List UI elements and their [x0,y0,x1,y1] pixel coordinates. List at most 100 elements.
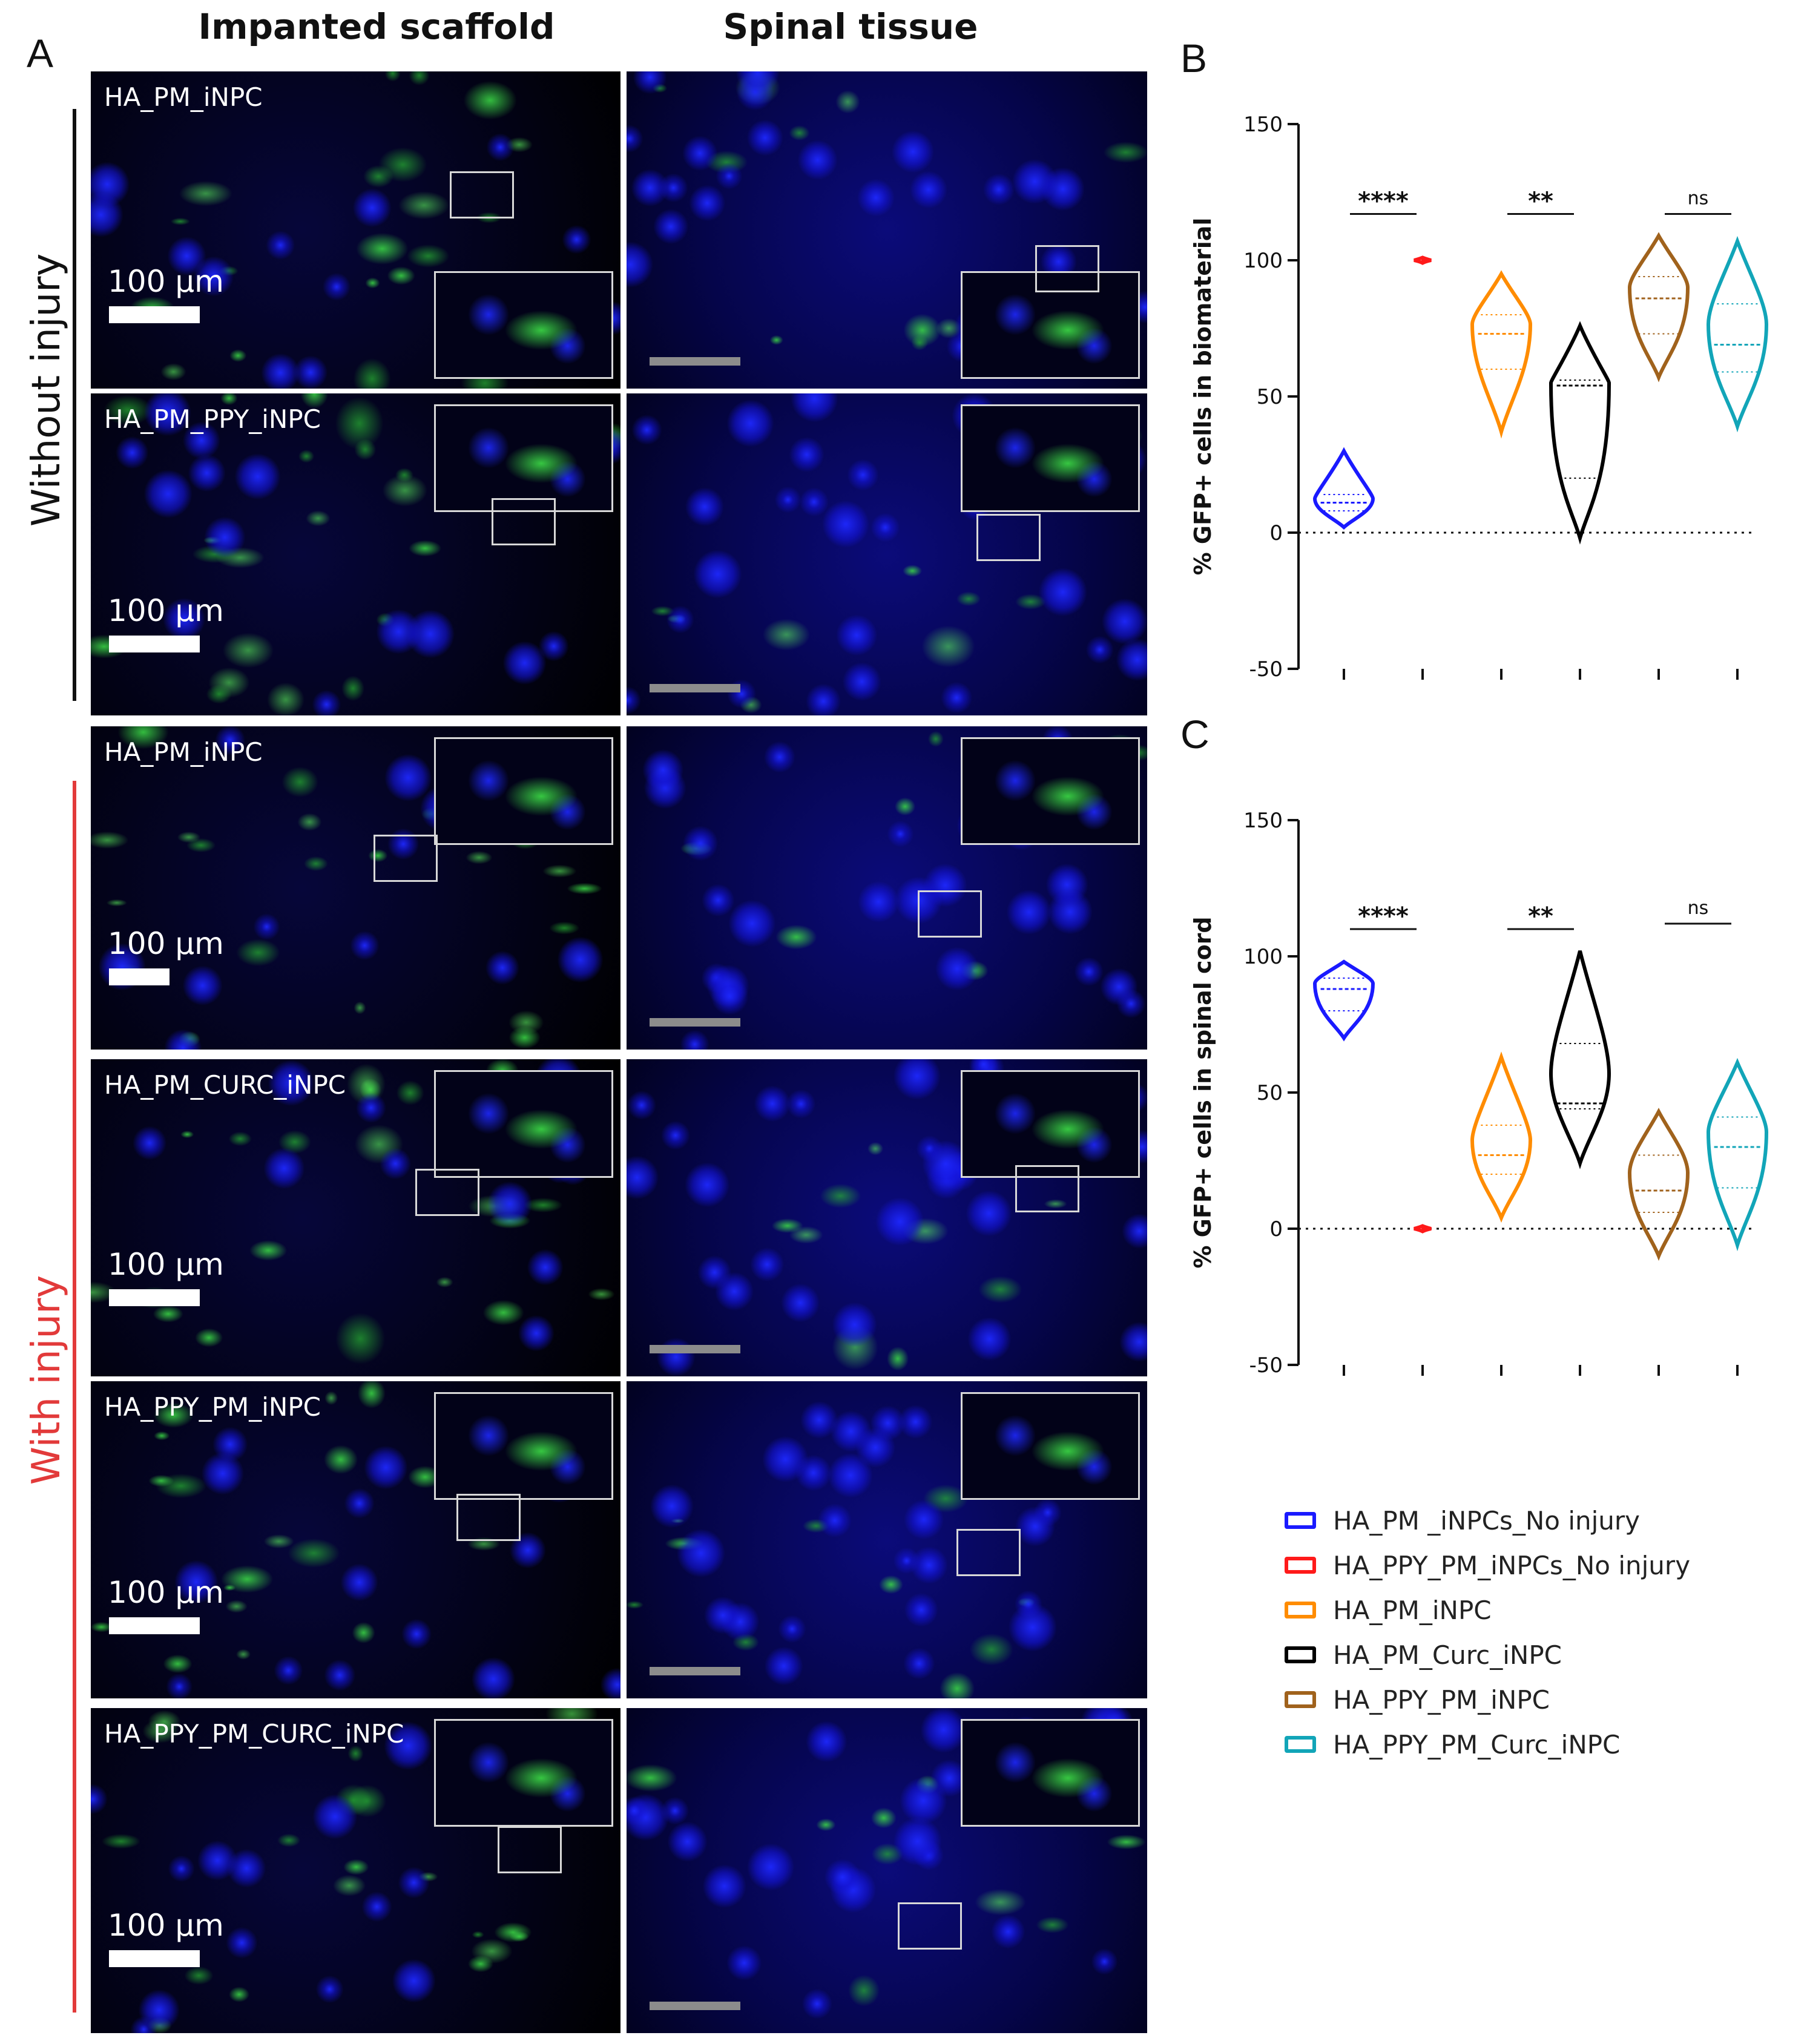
with-injury-bracket [73,781,76,2013]
scale-bar [109,636,200,652]
scale-bar [650,357,740,366]
panel-label-a: A [27,31,54,76]
scale-bar [109,968,170,985]
legend-item: HA_PM _iNPCs_No injury [1285,1502,1640,1539]
significance-label-3: ns [1688,898,1709,919]
y-tick-label: 150 [1243,809,1283,833]
column-header-implanted-scaffold: Impanted scaffold [198,6,555,47]
sample-caption: HA_PM_PPY_iNPC [104,404,321,434]
zoom-inset [961,1719,1140,1827]
significance-label-3: ns [1688,188,1709,209]
selection-box [491,498,556,545]
sample-caption: HA_PPY_PM_iNPC [104,1392,321,1422]
selection-box [1015,1165,1079,1213]
violin-chart-spinal-cord: -50 0 50 100 150 % GFP+ cells in spinal cord *… [1190,809,1769,1378]
legend-swatch [1285,1736,1316,1753]
violin-6 [1706,235,1769,433]
selection-box [1035,245,1099,292]
significance-label-1: **** [1358,902,1409,930]
y-tick-label: -50 [1249,1353,1283,1378]
micro-panel-row6-tissue [627,1708,1147,2033]
selection-box [497,1826,562,1874]
y-tick-label: 0 [1269,1217,1283,1241]
micro-panel-row5-tissue [627,1381,1147,1698]
legend-swatch [1285,1512,1316,1529]
scale-bar [650,1345,740,1353]
micro-panel-row6-scaffold: HA_PPY_PM_CURC_iNPC 100 µm [91,1708,620,2033]
legend-label: HA_PM_Curc_iNPC [1333,1640,1562,1670]
panel-label-b: B [1180,36,1208,81]
zoom-inset [961,271,1140,379]
scale-bar [650,1667,740,1675]
violin-6 [1706,1057,1769,1252]
scale-bar-label: 100 µm [108,264,224,299]
legend-item: HA_PPY_PM_Curc_iNPC [1285,1726,1620,1763]
significance-label-1: **** [1358,188,1409,215]
selection-box [450,171,515,219]
legend-swatch [1285,1602,1316,1618]
column-header-spinal-tissue: Spinal tissue [723,6,978,47]
micro-panel-row2-tissue [627,393,1147,715]
significance-label-2: ** [1528,902,1553,930]
legend-label: HA_PM_iNPC [1333,1595,1492,1625]
selection-box [415,1168,479,1216]
sample-caption: HA_PM_iNPC [104,82,263,112]
zoom-inset [434,737,613,845]
selection-box [956,1529,1021,1577]
scale-bar-label: 100 µm [108,1908,224,1943]
scale-bar [650,2002,740,2010]
legend-label: HA_PPY_PM_iNPC [1333,1684,1550,1715]
scale-bar [650,684,740,692]
micro-panel-row2-scaffold: HA_PM_PPY_iNPC 100 µm [91,393,620,715]
legend-label: HA_PPY_PM_iNPCs_No injury [1333,1550,1691,1580]
micro-panel-row1-tissue [627,71,1147,389]
scale-bar [650,1018,740,1027]
micro-panel-row5-scaffold: HA_PPY_PM_iNPC 100 µm [91,1381,620,1698]
sample-caption: HA_PM_iNPC [104,737,263,767]
legend-item: HA_PM_Curc_iNPC [1285,1637,1562,1673]
violin-3 [1470,1051,1533,1223]
legend-label: HA_PPY_PM_Curc_iNPC [1333,1729,1621,1760]
selection-box [456,1493,521,1541]
y-axis-label: % GFP+ cells in biomaterial [1190,218,1216,576]
scale-bar-label: 100 µm [108,593,224,628]
violin-1 [1312,959,1375,1042]
zoom-inset [434,1719,613,1827]
without-injury-bracket [73,109,76,701]
scale-bar [109,1617,200,1634]
zoom-inset [961,404,1140,512]
violin-2 [1414,255,1432,265]
y-tick-label: -50 [1249,657,1283,682]
legend-swatch [1285,1646,1316,1663]
legend-item: HA_PM_iNPC [1285,1592,1492,1628]
micro-panel-row4-tissue [627,1059,1147,1376]
selection-box [897,1902,962,1950]
scale-bar-label: 100 µm [108,1247,224,1282]
selection-box [374,834,438,882]
micro-panel-row3-tissue [627,726,1147,1050]
violin-1 [1312,447,1375,530]
y-tick-label: 0 [1269,521,1283,545]
violin-chart-biomaterial: -50 0 50 100 150 % GFP+ cells in biomaterial *… [1190,113,1769,682]
panel-label-c: C [1180,712,1210,757]
side-label-without-injury: Without injury [24,253,69,527]
legend-item: HA_PPY_PM_iNPC [1285,1681,1550,1718]
scale-bar-label: 100 µm [108,1575,224,1610]
scale-bar [109,1289,200,1306]
violin-4 [1549,950,1611,1169]
legend-swatch [1285,1557,1316,1574]
significance-label-2: ** [1528,188,1553,215]
zoom-inset [434,1392,613,1500]
scale-bar [109,1950,200,1967]
legend-label: HA_PM _iNPCs_No injury [1333,1505,1641,1536]
violin-5 [1627,232,1690,383]
legend-swatch [1285,1691,1316,1708]
sample-caption: HA_PM_CURC_iNPC [104,1070,346,1100]
y-tick-label: 50 [1257,1081,1283,1105]
selection-box [917,890,982,938]
zoom-inset [434,1070,613,1178]
legend-item: HA_PPY_PM_iNPCs_No injury [1285,1547,1690,1583]
side-label-with-injury: With injury [24,1275,69,1485]
zoom-inset [961,1070,1140,1178]
micro-panel-row1-scaffold: HA_PM_iNPC 100 µm [91,71,620,389]
